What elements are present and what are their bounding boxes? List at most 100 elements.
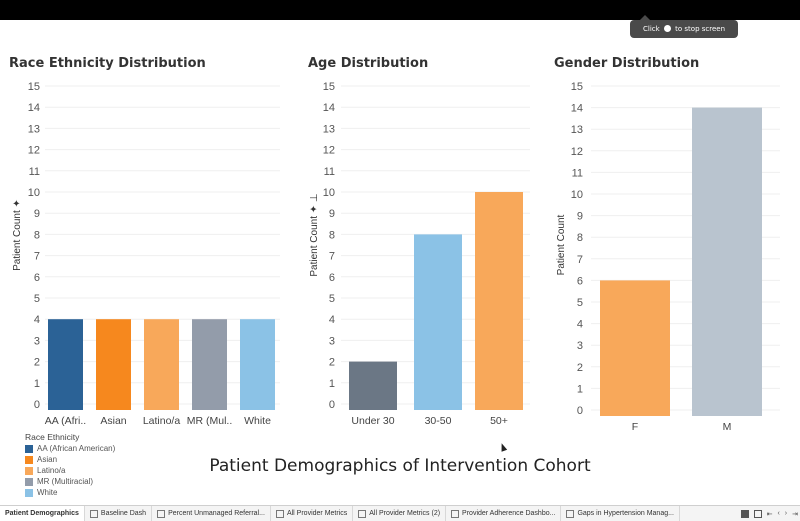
- x-tick-label: M: [723, 421, 732, 433]
- legend-label: White: [37, 488, 58, 497]
- dashboard-title: Patient Demographics of Intervention Coh…: [209, 456, 591, 476]
- x-tick-label: Latino/a: [143, 415, 181, 427]
- screen-top-bar: [0, 0, 800, 20]
- sheet-tabs: Patient Demographics Baseline Dash Percent…: [0, 506, 680, 521]
- sheet-tab[interactable]: Gaps in Hypertension Manag...: [561, 506, 680, 521]
- y-axis-label: Patient Count ✦ ⊥: [309, 193, 320, 276]
- dashboard-icon: [157, 509, 166, 518]
- y-tick-label: 1: [577, 383, 583, 395]
- y-tick-label: 0: [34, 399, 40, 411]
- grid-view-icon[interactable]: [740, 509, 749, 518]
- y-tick-label: 2: [329, 357, 335, 369]
- legend-item[interactable]: Latino/a: [25, 465, 115, 476]
- bar: [96, 319, 131, 410]
- y-tick-label: 13: [323, 123, 335, 135]
- sheet-tab[interactable]: Percent Unmanaged Referral...: [152, 506, 271, 521]
- sheet-tab-label: Percent Unmanaged Referral...: [168, 510, 265, 517]
- legend-item[interactable]: AA (African American): [25, 443, 115, 454]
- y-tick-label: 6: [34, 272, 40, 284]
- y-tick-label: 10: [571, 189, 583, 201]
- y-tick-label: 7: [34, 251, 40, 263]
- last-tab-icon[interactable]: ⇥: [792, 510, 798, 518]
- y-tick-label: 12: [28, 145, 40, 157]
- tooltip-text-after: to stop screen recording: [667, 25, 726, 51]
- stop-recording-tooltip[interactable]: Click to stop screen recording: [630, 15, 738, 51]
- y-tick-label: 1: [329, 378, 335, 390]
- x-tick-label: 50+: [490, 415, 508, 427]
- y-tick-label: 3: [329, 335, 335, 347]
- y-tick-label: 2: [577, 362, 583, 374]
- sheet-tab[interactable]: All Provider Metrics: [271, 506, 354, 521]
- bar: [192, 319, 227, 410]
- sheet-tab-label: All Provider Metrics: [286, 510, 348, 517]
- y-tick-label: 13: [28, 123, 40, 135]
- dashboard-icon: [275, 509, 284, 518]
- legend-swatch: [25, 455, 33, 464]
- sheet-tab-label: Gaps in Hypertension Manag...: [577, 510, 674, 517]
- x-tick-label: Asian: [100, 415, 126, 427]
- legend-label: MR (Multiracial): [37, 477, 93, 486]
- y-tick-label: 13: [571, 124, 583, 136]
- first-tab-icon[interactable]: ⇤: [766, 510, 773, 518]
- y-tick-label: 15: [28, 81, 40, 93]
- legend-swatch: [25, 444, 33, 453]
- sheet-tab[interactable]: Patient Demographics: [0, 506, 85, 521]
- prev-tab-icon[interactable]: ‹: [777, 510, 780, 517]
- y-tick-label: 9: [577, 211, 583, 223]
- dashboard-icon: [566, 509, 575, 518]
- y-tick-label: 2: [34, 357, 40, 369]
- bar: [48, 319, 83, 410]
- legend-item[interactable]: MR (Multiracial): [25, 476, 115, 487]
- y-tick-label: 5: [329, 293, 335, 305]
- gender-chart-title: Gender Distribution: [554, 56, 700, 71]
- bar: [600, 280, 670, 416]
- y-tick-label: 11: [324, 166, 335, 178]
- y-tick-label: 0: [577, 405, 583, 417]
- y-tick-label: 14: [571, 103, 583, 115]
- y-tick-label: 10: [323, 187, 335, 199]
- list-view-icon[interactable]: [753, 509, 762, 518]
- sheet-tab[interactable]: Baseline Dash: [85, 506, 153, 521]
- age-chart-title: Age Distribution: [308, 56, 429, 71]
- y-tick-label: 9: [329, 208, 335, 220]
- tab-navigation: ⇤ ‹ › ⇥: [740, 506, 798, 521]
- sheet-tab-label: All Provider Metrics (2): [369, 510, 441, 517]
- y-tick-label: 4: [34, 314, 40, 326]
- legend-swatch: [25, 466, 33, 475]
- y-tick-label: 14: [323, 102, 335, 114]
- sheet-tab[interactable]: All Provider Metrics (2): [353, 506, 447, 521]
- y-tick-label: 3: [34, 335, 40, 347]
- y-tick-label: 1: [34, 378, 40, 390]
- y-tick-label: 7: [577, 254, 583, 266]
- y-tick-label: 8: [329, 229, 335, 241]
- y-tick-label: 8: [34, 229, 40, 241]
- y-tick-label: 5: [34, 293, 40, 305]
- y-tick-label: 12: [571, 146, 583, 158]
- legend-swatch: [25, 477, 33, 486]
- dashboard-icon: [451, 509, 460, 518]
- legend-label: Latino/a: [37, 466, 66, 475]
- legend-label: AA (African American): [37, 444, 116, 453]
- y-tick-label: 3: [577, 340, 583, 352]
- sheet-tab-label: Baseline Dash: [100, 510, 147, 517]
- y-tick-label: 5: [577, 297, 583, 309]
- sheet-tab[interactable]: Provider Adherence Dashbo...: [446, 506, 562, 521]
- legend-items: AA (African American) Asian Latino/a MR (Mu…: [25, 443, 115, 498]
- y-tick-label: 6: [577, 275, 583, 287]
- legend-item[interactable]: White: [25, 487, 115, 498]
- y-tick-label: 8: [577, 232, 583, 244]
- x-tick-label: Under 30: [351, 415, 394, 427]
- stop-recording-icon[interactable]: [663, 25, 671, 32]
- y-tick-label: 7: [329, 251, 335, 263]
- bar: [144, 319, 179, 410]
- y-tick-label: 15: [571, 81, 583, 93]
- y-tick-label: 12: [323, 145, 335, 157]
- sheet-tab-bar: Patient Demographics Baseline Dash Percent…: [0, 505, 800, 521]
- y-tick-label: 15: [323, 81, 335, 93]
- bar: [349, 361, 397, 410]
- bar: [414, 234, 462, 410]
- legend-item[interactable]: Asian: [25, 454, 115, 465]
- x-tick-label: 30-50: [425, 415, 452, 427]
- x-tick-label: White: [244, 415, 271, 427]
- next-tab-icon[interactable]: ›: [784, 510, 788, 517]
